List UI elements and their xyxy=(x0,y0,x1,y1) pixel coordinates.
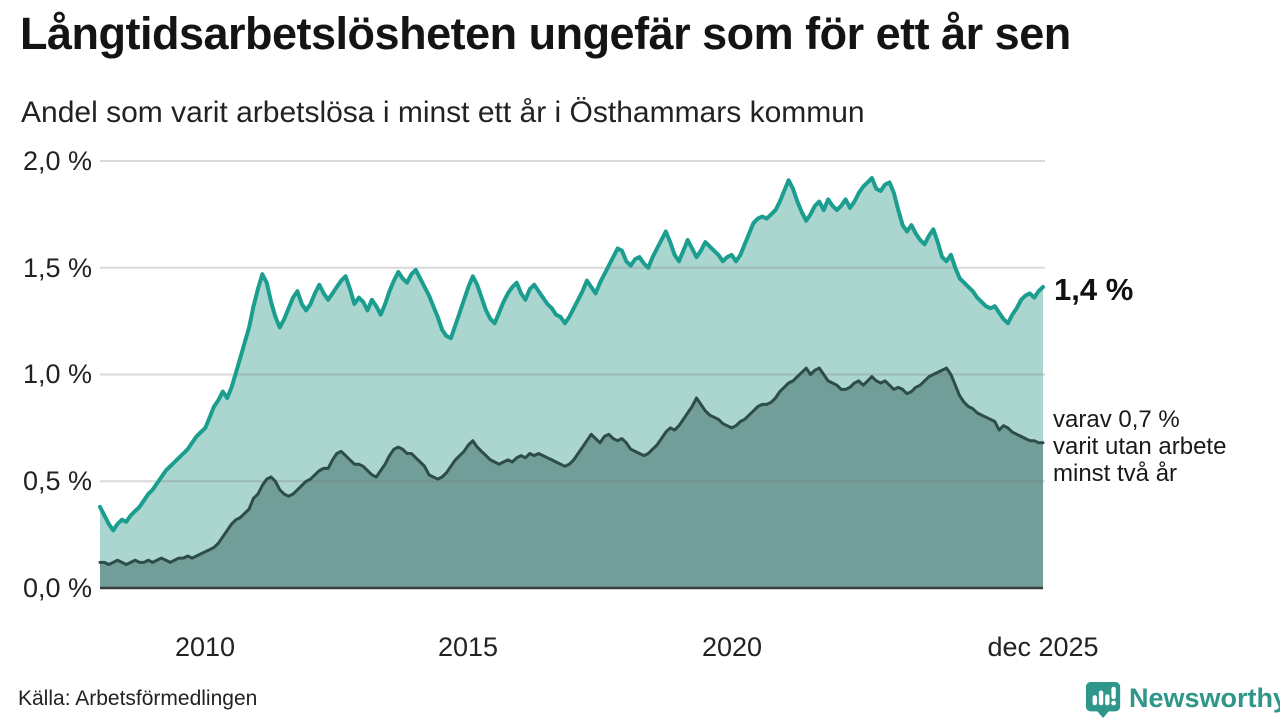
y-axis-tick-0_0: 0,0 % xyxy=(22,573,92,603)
two-year-annotation-line1: varav 0,7 % xyxy=(1053,406,1180,433)
y-axis-tick-1_5: 1,5 % xyxy=(22,253,92,283)
chart-subtitle: Andel som varit arbetslösa i minst ett å… xyxy=(21,96,865,129)
two-year-annotation: varav 0,7 % varit utan arbete minst två … xyxy=(1053,406,1226,487)
source-credit: Källa: Arbetsförmedlingen xyxy=(18,687,258,710)
page-title: Långtidsarbetslösheten ungefär som för e… xyxy=(20,8,1071,59)
x-axis-tick-2020: 2020 xyxy=(701,632,763,662)
newsworthy-chart-bubble-icon xyxy=(1085,681,1121,719)
two-year-annotation-line3: minst två år xyxy=(1053,460,1178,487)
x-axis-tick-2010: 2010 xyxy=(174,632,236,662)
series-2-line xyxy=(98,366,1045,566)
y-axis-tick-1_0: 1,0 % xyxy=(22,359,92,389)
y-axis-tick-2_0: 2,0 % xyxy=(22,146,92,176)
newsworthy-wordmark: Newsworthy xyxy=(1129,683,1280,713)
two-year-annotation-line2: varit utan arbete xyxy=(1053,433,1227,460)
series-2-area xyxy=(100,368,1043,588)
newsworthy-logo: Newsworthy xyxy=(1085,681,1280,719)
latest-value-annotation: 1,4 % xyxy=(1054,272,1134,307)
x-axis-tick-dec-2025: dec 2025 xyxy=(987,632,1099,662)
y-axis-tick-0_5: 0,5 % xyxy=(22,466,92,496)
series-1-line xyxy=(98,176,1045,533)
x-axis-tick-2015: 2015 xyxy=(437,632,499,662)
